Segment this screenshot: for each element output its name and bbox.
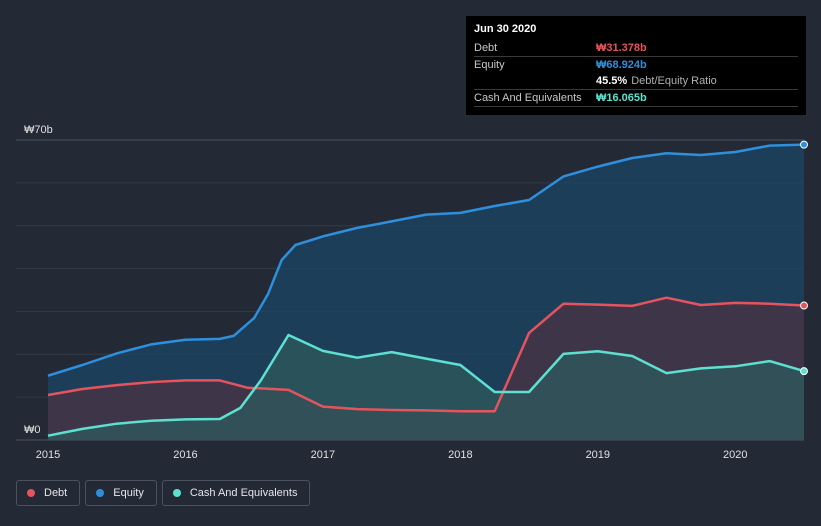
- x-tick-label: 2018: [448, 449, 472, 461]
- x-tick-label: 2015: [36, 449, 60, 461]
- x-tick-label: 2017: [311, 449, 335, 461]
- legend-equity-dot-icon: [96, 489, 105, 497]
- cash-and-equivalents-end-marker: [800, 367, 808, 376]
- chart-tooltip: Jun 30 2020 Debt ₩31.378b Equity ₩68.924…: [466, 16, 806, 115]
- cash-and-equivalents-area: [48, 335, 804, 440]
- tooltip-equity-value: ₩68.924b: [596, 59, 647, 71]
- y-tick-label-bottom: ₩0: [24, 424, 41, 436]
- chart-legend: Debt Equity Cash And Equivalents: [16, 480, 311, 506]
- cash-and-equivalents-line: [47, 333, 805, 437]
- tooltip-debt-row: Debt ₩31.378b: [474, 40, 798, 56]
- y-tick-label-top: ₩70b: [24, 124, 53, 136]
- tooltip-cash-row: Cash And Equivalents ₩16.065b: [474, 89, 798, 107]
- x-tick-label: 2020: [723, 449, 747, 461]
- tooltip-debt-value: ₩31.378b: [596, 42, 647, 54]
- debt-line: [47, 296, 805, 413]
- tooltip-date: Jun 30 2020: [474, 23, 537, 35]
- legend-debt-dot-icon: [27, 489, 35, 497]
- tooltip-equity-row: Equity ₩68.924b: [474, 56, 798, 73]
- equity-end-marker: [800, 140, 808, 149]
- legend-debt-label: Debt: [44, 487, 68, 499]
- legend-cash-dot-icon: [172, 489, 181, 497]
- debt-end-marker: [800, 301, 808, 310]
- legend-cash-label: Cash And Equivalents: [189, 487, 298, 499]
- legend-item-debt[interactable]: Debt: [16, 480, 81, 506]
- tooltip-ratio-row: 45.5% Debt/Equity Ratio: [474, 73, 798, 89]
- tooltip-cash-value: ₩16.065b: [596, 92, 647, 104]
- x-tick-label: 2016: [173, 449, 197, 461]
- tooltip-cash-label: Cash And Equivalents: [474, 92, 582, 104]
- tooltip-equity-label: Equity: [474, 59, 505, 71]
- legend-item-equity[interactable]: Equity: [85, 480, 157, 506]
- legend-equity-label: Equity: [113, 487, 144, 499]
- tooltip-ratio-label: Debt/Equity Ratio: [631, 75, 717, 87]
- x-tick-label: 2019: [586, 449, 610, 461]
- equity-line: [47, 143, 805, 377]
- tooltip-debt-label: Debt: [474, 42, 498, 54]
- legend-item-cash[interactable]: Cash And Equivalents: [161, 480, 311, 506]
- tooltip-ratio-value: 45.5%: [596, 75, 628, 87]
